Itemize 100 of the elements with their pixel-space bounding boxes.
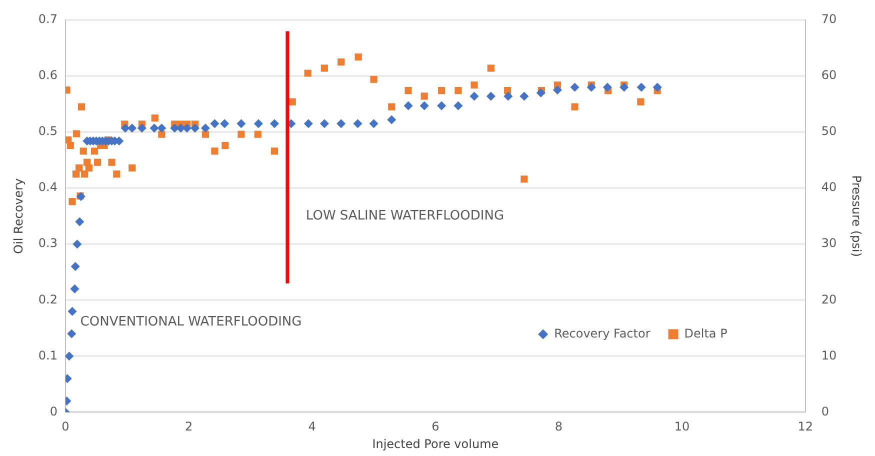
point <box>304 70 312 77</box>
point <box>304 119 313 128</box>
point <box>254 130 262 138</box>
point <box>288 98 296 106</box>
point <box>78 103 86 110</box>
point <box>420 92 428 100</box>
point <box>72 170 80 178</box>
point <box>128 124 137 133</box>
point <box>336 119 346 128</box>
point <box>404 101 413 110</box>
point <box>94 158 102 166</box>
point <box>202 130 209 138</box>
y-tick-label: 0.4 <box>38 180 58 194</box>
y-tick-label: 0.5 <box>38 124 58 138</box>
point <box>602 82 612 92</box>
point <box>65 352 74 361</box>
y2-tick-label: 20 <box>821 292 837 306</box>
y2-tick-label: 70 <box>821 12 837 26</box>
point <box>150 124 159 133</box>
point <box>120 124 130 133</box>
x-axis-title: Injected Pore volume <box>372 436 499 451</box>
y-tick-label: 0.2 <box>38 292 58 306</box>
point <box>404 87 412 94</box>
point <box>72 240 82 249</box>
x-tick-label: 0 <box>62 420 70 434</box>
point <box>108 158 116 166</box>
point <box>210 119 220 128</box>
y2-tick-label: 50 <box>821 124 837 138</box>
point <box>151 114 158 122</box>
y-tick-label: 0.3 <box>38 236 58 250</box>
point <box>387 115 396 124</box>
point <box>254 119 263 128</box>
point <box>80 148 87 155</box>
point <box>470 81 478 89</box>
point <box>437 101 446 110</box>
point <box>420 101 429 110</box>
point <box>70 262 80 272</box>
y2-tick-label: 0 <box>821 404 829 418</box>
point <box>128 164 136 172</box>
point <box>388 103 396 110</box>
point <box>200 124 210 133</box>
point <box>536 88 546 98</box>
point <box>70 284 80 294</box>
point <box>486 92 496 101</box>
point <box>338 58 345 66</box>
point <box>586 82 596 92</box>
point <box>238 130 245 138</box>
annotation: LOW SALINE WATERFLOODING <box>306 208 504 224</box>
point <box>66 142 74 150</box>
point <box>270 119 279 128</box>
y-tick-label: 0.1 <box>38 348 58 362</box>
annotation: CONVENTIONAL WATERFLOODING <box>80 314 302 330</box>
point <box>220 119 230 128</box>
x-tick-label: 2 <box>184 420 193 434</box>
x-tick-label: 6 <box>432 420 440 434</box>
point <box>470 92 479 101</box>
point <box>68 306 77 316</box>
point <box>636 82 646 92</box>
point <box>158 130 166 138</box>
point <box>320 119 329 128</box>
point <box>68 198 76 206</box>
point <box>157 124 166 133</box>
y2-tick-label: 10 <box>821 348 837 362</box>
y2-tick-label: 60 <box>821 68 837 82</box>
point <box>353 119 362 128</box>
point <box>320 64 328 72</box>
y-axis-title: Oil Recovery <box>11 178 26 254</box>
y2-axis-title: Pressure (psi) <box>850 175 864 257</box>
y-tick-label: 0.6 <box>38 68 58 82</box>
legend-label: Delta P <box>684 326 728 340</box>
point <box>487 64 494 72</box>
x-tick-label: 10 <box>674 420 690 434</box>
x-tick-label: 8 <box>554 420 563 434</box>
point <box>113 170 120 178</box>
point <box>75 217 84 226</box>
y-tick-label: 0.7 <box>38 12 58 26</box>
point <box>73 130 80 138</box>
x-tick-label: 4 <box>308 420 316 434</box>
point <box>438 87 446 94</box>
point <box>571 103 578 110</box>
point <box>354 53 362 61</box>
point <box>67 329 76 338</box>
point <box>370 76 378 83</box>
point <box>76 164 83 172</box>
point <box>369 119 378 128</box>
x-tick-label: 12 <box>798 420 813 434</box>
point <box>570 82 580 92</box>
point <box>520 176 528 183</box>
y2-tick-label: 40 <box>821 180 837 194</box>
point <box>454 101 463 110</box>
point <box>190 124 200 133</box>
point <box>652 82 662 92</box>
point <box>520 92 529 101</box>
point <box>81 170 88 178</box>
point <box>222 142 229 150</box>
point <box>620 82 629 92</box>
point <box>454 87 462 94</box>
point <box>236 119 246 128</box>
point <box>270 148 278 155</box>
point <box>90 148 98 155</box>
